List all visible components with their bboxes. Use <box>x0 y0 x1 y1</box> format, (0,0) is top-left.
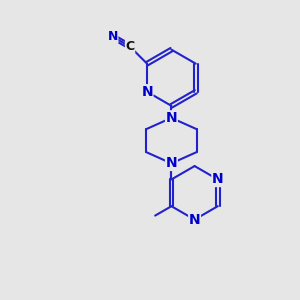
Text: N: N <box>141 85 153 99</box>
Text: N: N <box>212 172 224 186</box>
Text: N: N <box>166 156 177 170</box>
Text: C: C <box>125 40 135 53</box>
Text: N: N <box>107 30 118 43</box>
Text: N: N <box>189 213 200 226</box>
Text: N: N <box>166 111 177 125</box>
